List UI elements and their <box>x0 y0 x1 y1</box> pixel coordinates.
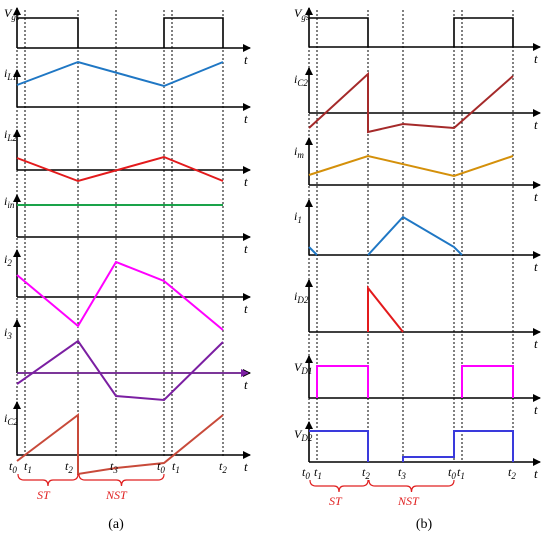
a-label-iin: iin <box>4 194 15 210</box>
b-tick-label: t3 <box>398 465 406 481</box>
a-ic2-waveform <box>16 412 224 476</box>
b-row1-axis-t-label: t <box>534 117 538 132</box>
b-row5-axis-t-label: t <box>534 402 538 417</box>
b-caption: (b) <box>416 517 433 532</box>
a-label-il2: iL2 <box>4 127 17 143</box>
a-row3-axis-t-label: t <box>244 241 248 256</box>
b-label-vd2: VD2 <box>294 427 313 443</box>
a-brace-nst <box>78 473 165 487</box>
a-i3-waveform <box>16 339 224 402</box>
a-row2-axis-t-label: t <box>244 174 248 189</box>
a-tick-label: t1 <box>172 459 180 475</box>
b-row6-axis-t-label: t <box>534 466 538 481</box>
a-label-vgs: Vgs <box>4 6 20 22</box>
a-il2-waveform <box>16 155 224 183</box>
b-vd1-waveform <box>316 365 369 398</box>
b-row4-axis-t-label: t <box>534 336 538 351</box>
b-i1-waveform-1 <box>308 246 318 256</box>
b-row2-axis-t-label: t <box>534 189 538 204</box>
b-label-vgs: Vgs <box>294 6 310 22</box>
b-brace-nst <box>368 479 455 493</box>
b-row3-axis-t-label: t <box>534 259 538 274</box>
b-vd2-waveform-2 <box>402 430 514 462</box>
b-tick-label: t1 <box>314 465 322 481</box>
b-interval-nst: NST <box>397 494 420 508</box>
b-ic2-waveform <box>308 71 514 134</box>
a-i2-waveform <box>16 260 224 331</box>
a-interval-nst: NST <box>105 488 128 502</box>
a-vgs-waveform-2 <box>163 17 224 48</box>
a-row0-axis-t-label: t <box>244 52 248 67</box>
b-label-ic2: iC2 <box>294 72 308 88</box>
b-interval-st: ST <box>329 494 343 508</box>
a-tick-label: t2 <box>219 459 227 475</box>
b-label-i1: i1 <box>294 209 302 225</box>
b-row0-axis-t-label: t <box>534 51 538 66</box>
b-tick-label: t0 <box>448 465 456 481</box>
b-label-im: im <box>294 144 304 160</box>
b-vgs-waveform-2 <box>453 17 514 47</box>
a-brace-st <box>17 473 79 487</box>
b-label-id2: iD2 <box>294 289 309 305</box>
a-tick-label: t1 <box>24 459 32 475</box>
b-tick-label: t0 <box>302 465 310 481</box>
a-il1-waveform <box>16 60 224 88</box>
a-interval-st: ST <box>37 488 51 502</box>
a-row1-axis-t-label: t <box>244 111 248 126</box>
a-label-i2: i2 <box>4 252 12 268</box>
a-label-il1: iL1 <box>4 66 17 82</box>
b-id2-waveform <box>367 285 404 333</box>
b-tick-label: t2 <box>362 465 370 481</box>
a-tick-label: t0 <box>157 459 165 475</box>
a-label-i3: i3 <box>4 325 12 341</box>
a-caption: (a) <box>108 517 124 532</box>
b-vgs-waveform <box>309 17 369 47</box>
a-label-ic2: iC2 <box>4 411 18 427</box>
a-vgs-waveform <box>17 17 79 48</box>
b-tick-label: t1 <box>457 465 465 481</box>
b-i1-waveform-2 <box>367 215 463 256</box>
a-row4-axis-t-label: t <box>244 301 248 316</box>
b-vd2-waveform <box>309 430 369 462</box>
a-row6-axis-t-label: t <box>244 459 248 474</box>
b-brace-st <box>309 479 369 493</box>
a-tick-label: t3 <box>110 459 118 475</box>
b-im-waveform <box>308 154 514 178</box>
b-label-vd1: VD1 <box>294 360 312 376</box>
a-tick-label: t2 <box>65 459 73 475</box>
a-row5-axis-t-label: t <box>244 377 248 392</box>
a-tick-label: t0 <box>9 459 17 475</box>
b-tick-label: t2 <box>508 465 516 481</box>
b-vd1-waveform-2 <box>461 365 514 398</box>
panel-a: t t t t t t t Vgs iL1 iL2 iin i2 i3 iC2 t0 t1 t2 t3 t0 t1 t2… <box>4 6 251 532</box>
